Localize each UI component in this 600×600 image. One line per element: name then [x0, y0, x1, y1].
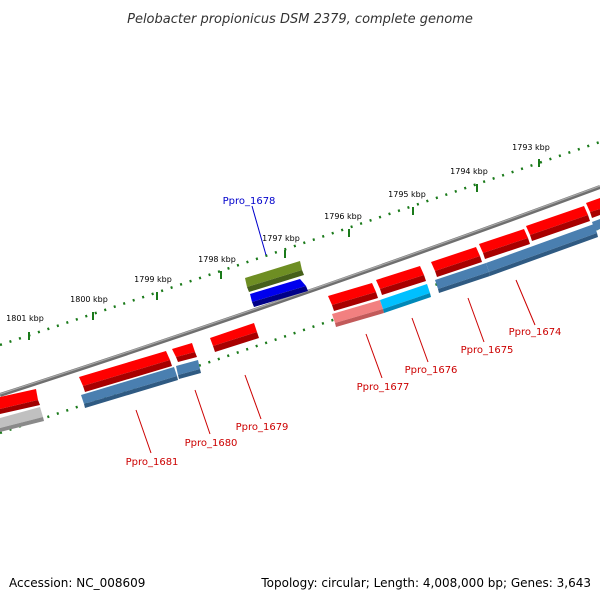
- feature-ppro-1676-cds[interactable]: [380, 284, 431, 313]
- ruler-label: 1793 kbp: [512, 143, 550, 152]
- gene-label-ppro-1681[interactable]: Ppro_1681: [126, 457, 179, 468]
- accession-text: Accession: NC_008609: [9, 576, 146, 590]
- genome-backbone: [0, 185, 600, 397]
- feature-ppro-1681-gene[interactable]: [79, 351, 172, 392]
- feature-ppro-1678-gene[interactable]: [250, 279, 308, 307]
- feature-ppro-1678-cds-olive[interactable]: [245, 261, 304, 292]
- ruler-label: 1795 kbp: [388, 190, 426, 199]
- feature-lower-left-gray[interactable]: [0, 407, 44, 432]
- feature-ppro-1677-gene[interactable]: [328, 283, 378, 311]
- gene-label-ppro-1675[interactable]: Ppro_1675: [461, 345, 514, 356]
- genome-summary-text: Topology: circular; Length: 4,008,000 bp…: [261, 576, 591, 590]
- feature-ppro-1676-gene[interactable]: [376, 266, 426, 295]
- ruler-ticks: [28, 159, 540, 340]
- feature-ppro-1677-cds[interactable]: [332, 300, 384, 327]
- feature-upper-right[interactable]: [586, 198, 600, 218]
- gene-label-ppro-1680[interactable]: Ppro_1680: [185, 438, 238, 449]
- gene-label-ppro-1676[interactable]: Ppro_1676: [405, 365, 458, 376]
- feature-ppro-1679-gene[interactable]: [210, 323, 259, 352]
- ruler-label: 1794 kbp: [450, 167, 488, 176]
- ruler-label: 1800 kbp: [70, 295, 108, 304]
- ruler-labels: 1801 kbp 1800 kbp 1799 kbp 1798 kbp 1797 kbp…: [6, 143, 550, 323]
- gene-label-ppro-1677[interactable]: Ppro_1677: [357, 382, 410, 393]
- ruler-label: 1796 kbp: [324, 212, 362, 221]
- map-title: Pelobacter propionicus DSM 2379, complet…: [127, 12, 473, 27]
- feature-ppro-1674-gene-a[interactable]: [479, 229, 530, 259]
- gene-label-ppro-1678[interactable]: Ppro_1678: [223, 196, 276, 207]
- ruler-label: 1799 kbp: [134, 275, 172, 284]
- feature-upper-left[interactable]: [0, 389, 40, 414]
- feature-lower-right-cds[interactable]: [592, 219, 600, 231]
- ruler-label: 1801 kbp: [6, 314, 44, 323]
- feature-ppro-1675-cds[interactable]: [435, 263, 490, 293]
- feature-ppro-1680-cds[interactable]: [176, 360, 201, 379]
- ruler-label: 1797 kbp: [262, 234, 300, 243]
- genome-backbone-highlight: [0, 185, 600, 395]
- leader-lines: [135, 205, 536, 454]
- feature-ppro-1681-cds[interactable]: [81, 367, 178, 408]
- feature-ppro-1674-cds[interactable]: [486, 224, 598, 276]
- feature-ppro-1680-gene[interactable]: [172, 343, 197, 362]
- ruler-label: 1798 kbp: [198, 255, 236, 264]
- feature-ppro-1675-gene[interactable]: [431, 247, 482, 277]
- gene-label-ppro-1679[interactable]: Ppro_1679: [236, 422, 289, 433]
- feature-ppro-1674-gene-b[interactable]: [526, 206, 590, 241]
- gene-label-ppro-1674[interactable]: Ppro_1674: [509, 327, 562, 338]
